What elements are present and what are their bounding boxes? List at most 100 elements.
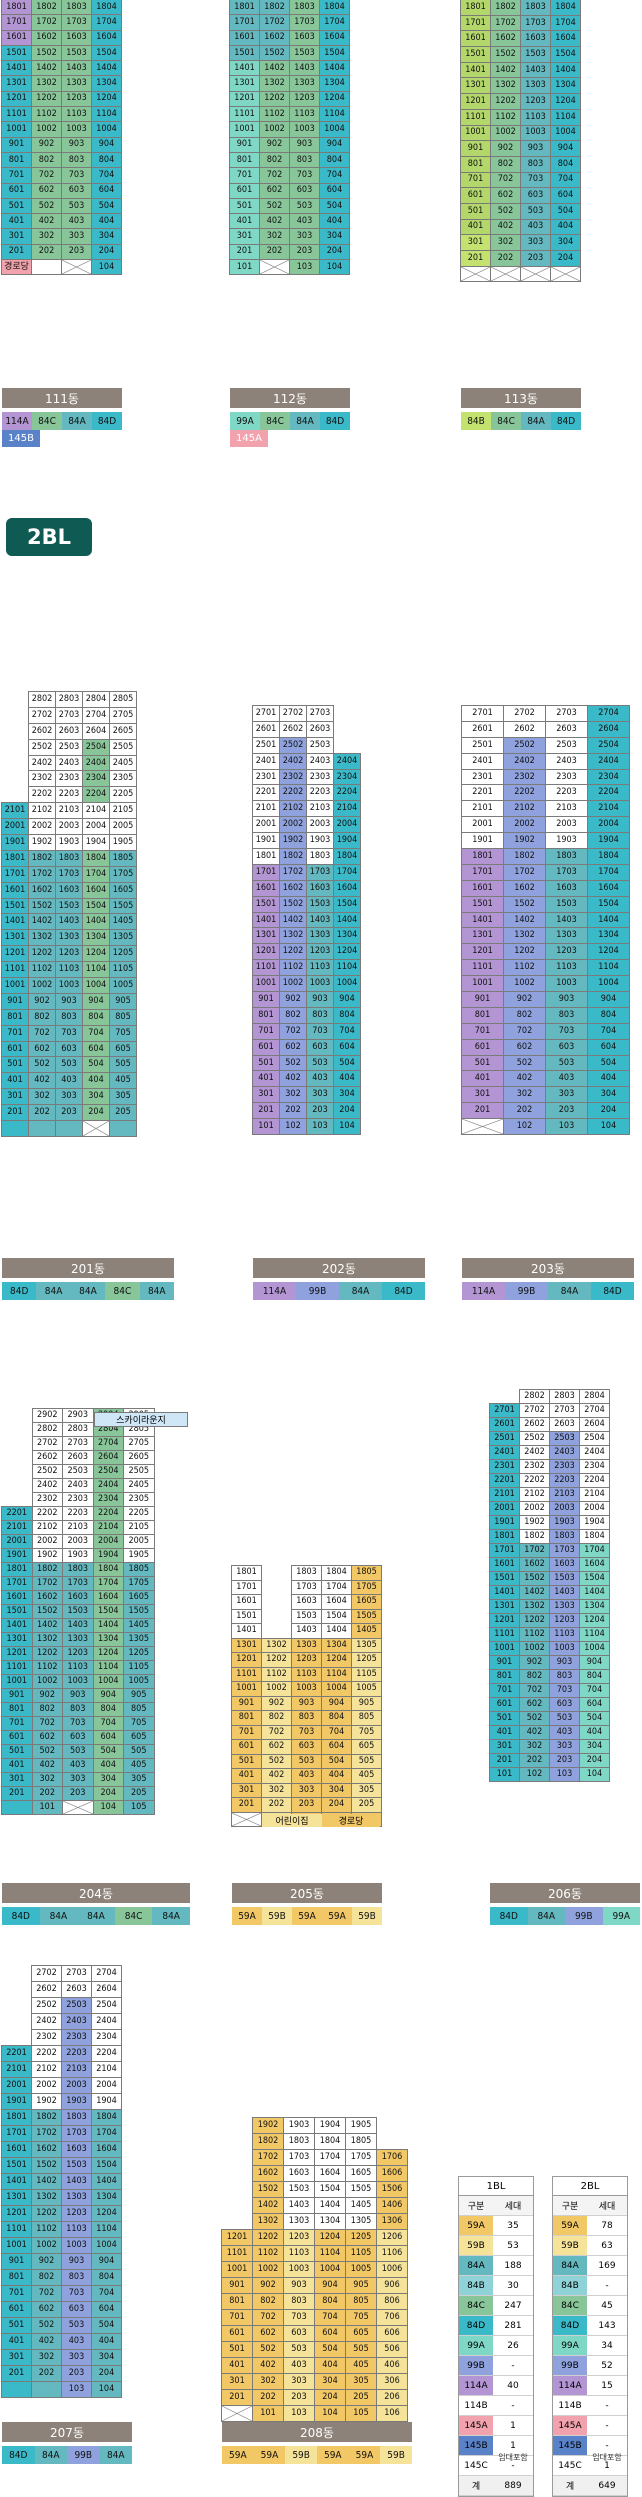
unit-type: 99B (553, 2356, 587, 2375)
unit-cell: 804 (314, 2293, 346, 2310)
unit-type-tag: 84D (92, 412, 122, 430)
unit-cell: 1404 (579, 1585, 610, 1600)
unit-cell: 1602 (519, 1557, 550, 1572)
unit-cell: 505 (123, 1744, 155, 1759)
unit-cell: 301 (1, 228, 32, 245)
unit-cell: 603 (291, 1739, 322, 1755)
unit-cell: 1404 (91, 2173, 122, 2190)
unit-cell: 403 (291, 1768, 322, 1784)
unit-cell: 1001 (1, 2237, 32, 2254)
empty-slot (333, 737, 361, 754)
unit-cell: 2601 (461, 720, 504, 738)
unit-cell: 1401 (229, 60, 260, 77)
unit-cell: 1705 (109, 865, 137, 883)
legend-2bl-row: 145B - (553, 2436, 627, 2456)
unit-cell: 1905 (123, 1548, 155, 1563)
unit-cell: 2704 (579, 1403, 610, 1418)
unit-cell: 704 (91, 2285, 122, 2302)
building-207-type-row: 84D 84A 99B 84A (2, 2446, 132, 2464)
unit-cell: 402 (259, 213, 290, 230)
unit-cell: 2403 (55, 754, 83, 772)
unit-cell: 904 (319, 136, 350, 153)
legend-2bl-row: 114A 15 (553, 2376, 627, 2396)
ground-cell (31, 259, 62, 276)
unit-cell: 502 (490, 202, 521, 220)
no-unit-cell (82, 1120, 110, 1137)
unit-cell: 1404 (82, 913, 110, 931)
unit-cell: 2304 (82, 770, 110, 788)
ground-cell: 103 (283, 2405, 315, 2422)
unit-cell: 1303 (61, 75, 92, 92)
unit-cell: 1603 (61, 2141, 92, 2158)
unit-cell: 2603 (545, 720, 588, 738)
unit-cell: 2005 (109, 818, 137, 836)
unit-cell: 1803 (61, 2109, 92, 2126)
unit-cell: 1804 (319, 0, 350, 16)
unit-cell: 1705 (123, 1576, 155, 1591)
unit-cell: 1803 (283, 2133, 315, 2150)
unit-cell: 503 (520, 202, 551, 220)
unit-cell: 2004 (92, 1534, 124, 1549)
unit-type-tag: 59B (285, 2446, 317, 2464)
no-unit-cell (461, 1118, 504, 1136)
unit-cell: 2202 (519, 1473, 550, 1488)
unit-cell: 2504 (91, 1997, 122, 2014)
unit-cell: 604 (319, 182, 350, 199)
unit-cell: 604 (91, 2301, 122, 2318)
unit-cell: 2102 (503, 800, 546, 818)
unit-cell: 705 (345, 2309, 377, 2326)
unit-type: 59A (553, 2216, 587, 2235)
unit-cell: 804 (333, 1006, 361, 1024)
unit-cell: 901 (252, 991, 280, 1008)
unit-cell: 702 (279, 1022, 307, 1040)
unit-cell: 304 (333, 1086, 361, 1104)
unit-cell: 2802 (519, 1389, 550, 1404)
unit-cell: 2404 (579, 1445, 610, 1460)
unit-cell: 1301 (1, 929, 29, 947)
unit-cell: 902 (252, 2277, 284, 2294)
unit-cell: 604 (92, 1730, 124, 1745)
unit-cell: 1503 (291, 1608, 322, 1624)
empty-slot (1, 1408, 33, 1423)
legend-2bl-column-header: 구분 세대 (553, 2196, 627, 2216)
unit-cell: 1501 (229, 44, 260, 62)
unit-cell: 505 (351, 1753, 382, 1769)
unit-cell: 503 (55, 1056, 83, 1074)
unit-cell: 1103 (61, 2221, 92, 2238)
unit-cell: 301 (489, 1739, 520, 1754)
unit-cell: 603 (62, 1730, 94, 1745)
unit-cell: 704 (91, 167, 122, 184)
unit-cell: 201 (252, 1102, 280, 1120)
unit-cell: 404 (314, 2357, 346, 2374)
unit-cell: 304 (550, 234, 581, 251)
unit-cell: 302 (503, 1086, 546, 1104)
unit-cell: 602 (519, 1697, 550, 1712)
unit-cell: 1901 (489, 1515, 520, 1530)
unit-cell: 402 (31, 213, 62, 230)
unit-cell: 202 (252, 2389, 284, 2406)
unit-cell: 1505 (109, 897, 137, 915)
unit-cell: 2603 (306, 720, 334, 738)
unit-cell: 202 (503, 1102, 546, 1120)
unit-cell: 1201 (252, 943, 280, 961)
unit-cell: 2003 (61, 2077, 92, 2094)
unit-type: 145B (459, 2436, 493, 2455)
unit-cell: 2003 (62, 1534, 94, 1549)
no-unit-cell (259, 259, 290, 276)
unit-cell: 904 (321, 1695, 352, 1711)
unit-cell: 301 (231, 1782, 262, 1798)
unit-cell: 504 (91, 197, 122, 215)
unit-cell: 2101 (1, 802, 29, 820)
unit-count: 188 (504, 2260, 522, 2271)
unit-cell: 1803 (291, 1565, 322, 1581)
unit-type-tag: 59A (322, 1907, 352, 1925)
unit-cell: 501 (489, 1711, 520, 1726)
unit-cell: 401 (461, 1070, 504, 1088)
unit-cell: 301 (221, 2373, 253, 2390)
unit-cell: 902 (490, 140, 521, 157)
unit-cell: 1402 (31, 1618, 63, 1633)
unit-cell: 1201 (461, 943, 504, 961)
unit-cell: 602 (31, 1730, 63, 1745)
unit-cell: 1204 (91, 2205, 122, 2222)
unit-cell: 802 (252, 2293, 284, 2310)
